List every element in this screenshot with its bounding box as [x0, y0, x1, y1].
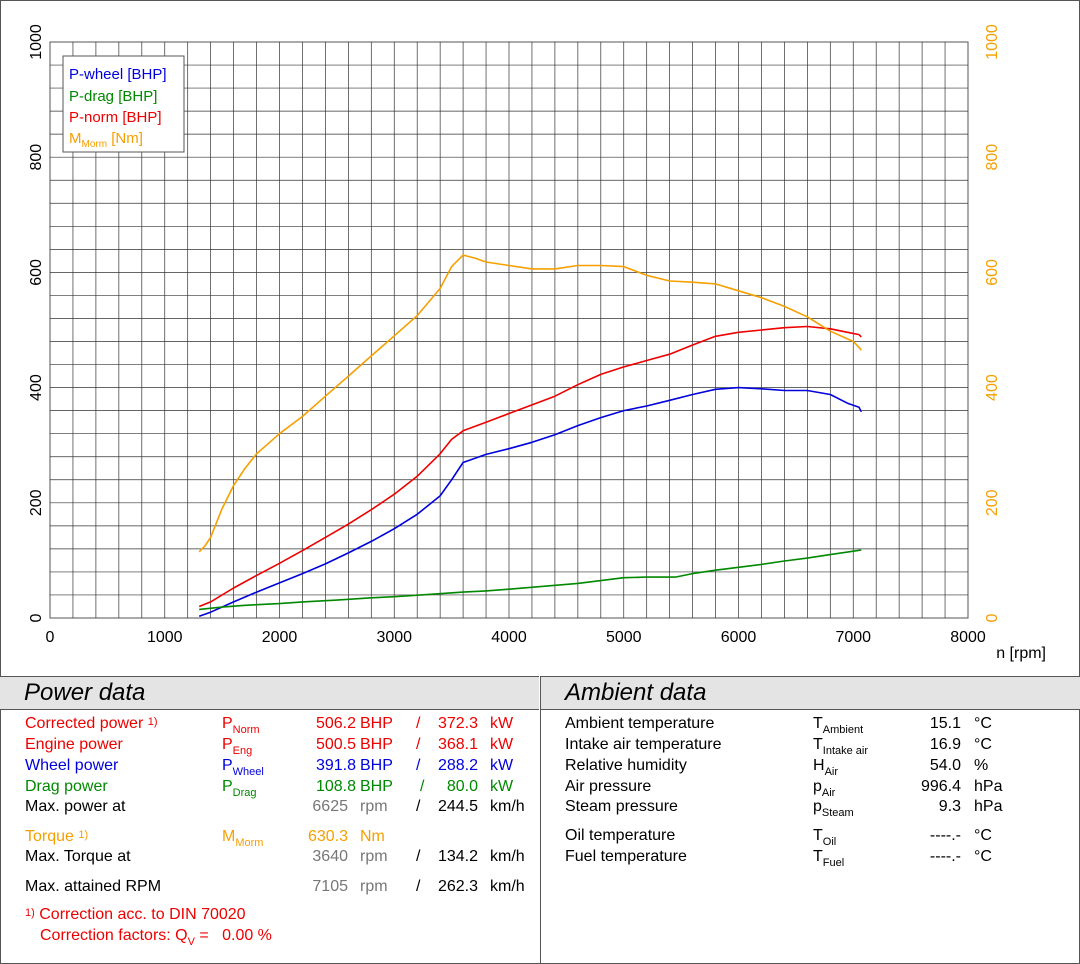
axis-ticks: 0 1000 2000 3000 4000 5000 6000 7000 80000200400…	[28, 24, 1001, 646]
y-tick-label-left: 600	[28, 259, 45, 286]
ambient-data-title: Ambient data	[541, 676, 1080, 710]
separator: /	[416, 736, 421, 753]
y-tick-label-left: 800	[28, 144, 45, 171]
y-tick-label-right: 800	[984, 144, 1001, 171]
max-torque-rpm: 3640	[312, 848, 348, 865]
legend-torque: MMorm [Nm]	[69, 130, 143, 150]
x-tick-label: 6000	[721, 629, 757, 646]
max-rpm-speed: 262.3	[437, 878, 478, 895]
drag-power-label: Drag power	[25, 778, 108, 795]
x-tick-label: 1000	[147, 629, 183, 646]
legend-norm: P-norm [BHP]	[69, 109, 162, 126]
separator: /	[420, 778, 425, 795]
x-tick-label: 8000	[950, 629, 986, 646]
series-line-0	[198, 386, 863, 618]
series-line-1	[199, 549, 862, 611]
chart-grid	[50, 42, 968, 618]
max-torque-label: Max. Torque at	[25, 848, 131, 865]
unit-kmh: km/h	[490, 878, 525, 895]
corrected-power-label: Corrected power 1)	[25, 715, 158, 732]
power-data-panel: Power data Corrected power 1) PNorm 506.…	[0, 676, 539, 963]
unit-nm: Nm	[360, 828, 385, 845]
engine-power-bhp: 500.5	[315, 736, 356, 753]
separator: /	[416, 757, 421, 774]
legend-wheel: P-wheel [BHP]	[69, 66, 167, 83]
unit-rpm: rpm	[360, 798, 388, 815]
unit-bhp: BHP	[360, 778, 393, 795]
legend-drag: P-drag [BHP]	[69, 88, 157, 105]
power-data-title: Power data	[0, 676, 539, 710]
torque-symbol: MMorm	[222, 828, 264, 849]
y-tick-label-left: 1000	[28, 24, 45, 60]
y-tick-label-left: 0	[28, 613, 45, 622]
unit-bhp: BHP	[360, 757, 393, 774]
series-line-2	[198, 325, 862, 608]
unit-kw: kW	[490, 736, 514, 753]
x-tick-label: 2000	[262, 629, 298, 646]
unit-kmh: km/h	[490, 848, 525, 865]
max-rpm-label: Max. attained RPM	[25, 878, 162, 895]
ambient-data-panel: Ambient data Ambient temperature TAmbien…	[540, 676, 1080, 963]
y-tick-label-right: 200	[984, 489, 1001, 516]
torque-label: Torque 1)	[25, 828, 89, 845]
max-power-label: Max. power at	[25, 798, 126, 815]
wheel-power-bhp: 391.8	[315, 757, 356, 774]
unit-bhp: BHP	[360, 736, 393, 753]
max-power-speed: 244.5	[437, 798, 478, 815]
wheel-power-kw: 288.2	[437, 757, 478, 774]
wheel-power-label: Wheel power	[25, 757, 119, 774]
corrected-power-kw: 372.3	[437, 715, 478, 732]
corrected-power-bhp: 506.2	[315, 715, 356, 732]
separator: /	[416, 715, 421, 732]
y-tick-label-left: 400	[28, 374, 45, 401]
dyno-chart: 0 1000 2000 3000 4000 5000 6000 7000 80000200400…	[28, 24, 1046, 662]
y-tick-label-left: 200	[28, 489, 45, 516]
unit-kw: kW	[490, 778, 514, 795]
max-rpm-value: 7105	[312, 878, 348, 895]
series-line-3	[198, 254, 862, 553]
unit-rpm: rpm	[360, 878, 388, 895]
x-tick-label: 0	[46, 629, 55, 646]
y-tick-label-right: 0	[984, 613, 1001, 622]
x-axis-label: n [rpm]	[996, 645, 1046, 662]
unit-kw: kW	[490, 757, 514, 774]
torque-value: 630.3	[307, 828, 348, 845]
wheel-power-symbol: PWheel	[222, 757, 264, 778]
max-torque-speed: 134.2	[437, 848, 478, 865]
chart-legend: P-wheel [BHP] P-drag [BHP] P-norm [BHP] …	[62, 55, 185, 153]
x-tick-label: 3000	[376, 629, 412, 646]
engine-power-symbol: PEng	[222, 736, 253, 757]
corrected-power-symbol: PNorm	[222, 715, 260, 736]
unit-bhp: BHP	[360, 715, 393, 732]
drag-power-kw: 80.0	[446, 778, 478, 795]
chart-series	[198, 254, 863, 618]
drag-power-bhp: 108.8	[315, 778, 356, 795]
drag-power-symbol: PDrag	[222, 778, 257, 799]
engine-power-label: Engine power	[25, 736, 123, 753]
x-tick-label: 4000	[491, 629, 527, 646]
unit-kw: kW	[490, 715, 514, 732]
y-tick-label-right: 1000	[984, 24, 1001, 60]
engine-power-kw: 368.1	[437, 736, 478, 753]
unit-rpm: rpm	[360, 848, 388, 865]
separator: /	[416, 848, 421, 865]
y-tick-label-right: 400	[984, 374, 1001, 401]
y-tick-label-right: 600	[984, 259, 1001, 286]
max-power-rpm: 6625	[312, 798, 348, 815]
separator: /	[416, 878, 421, 895]
x-tick-label: 5000	[606, 629, 642, 646]
separator: /	[416, 798, 421, 815]
x-tick-label: 7000	[835, 629, 871, 646]
unit-kmh: km/h	[490, 798, 525, 815]
